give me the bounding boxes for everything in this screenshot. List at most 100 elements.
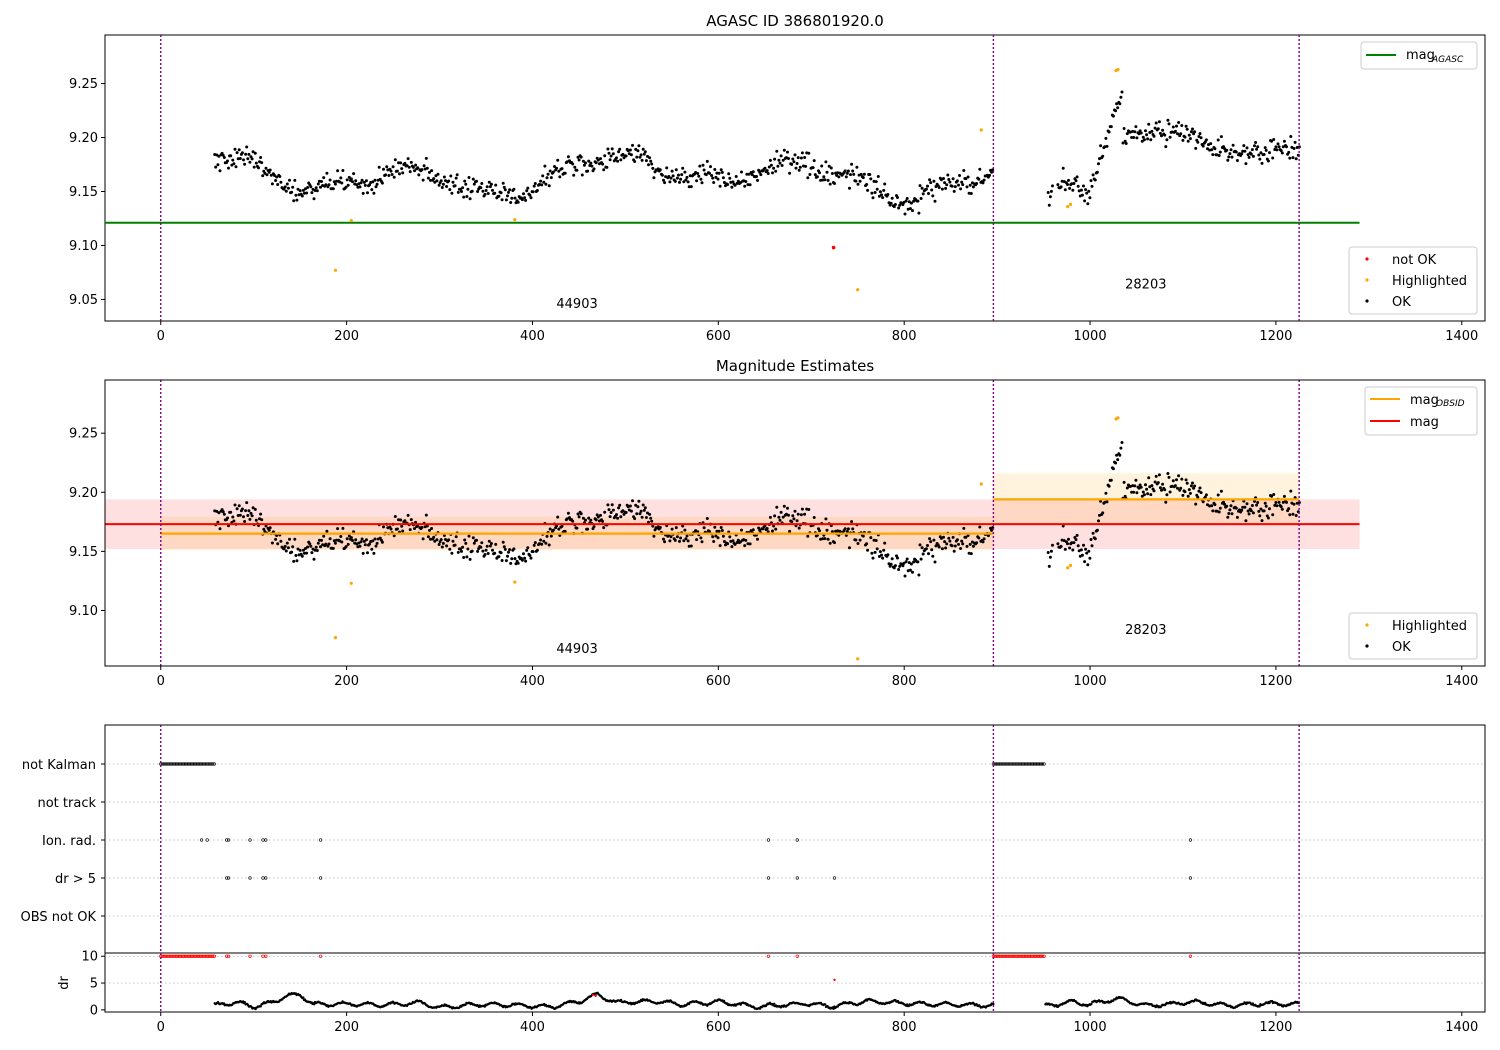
ok-point bbox=[1074, 179, 1078, 183]
ok-point bbox=[788, 529, 792, 533]
flag-marker bbox=[264, 876, 268, 880]
ok-point bbox=[823, 178, 827, 182]
ok-point bbox=[222, 512, 226, 516]
flag-marker bbox=[185, 762, 190, 766]
obsid-label: 44903 bbox=[556, 297, 597, 312]
ok-point bbox=[1173, 484, 1177, 488]
ok-point bbox=[1264, 504, 1268, 508]
ok-point bbox=[1075, 175, 1079, 179]
dr-point bbox=[992, 1002, 995, 1006]
ok-point bbox=[336, 169, 340, 173]
ok-point bbox=[799, 513, 803, 517]
ok-point bbox=[719, 526, 723, 529]
ok-point bbox=[214, 165, 218, 169]
ok-point bbox=[1046, 551, 1050, 554]
y-tick-label: 9.10 bbox=[69, 604, 98, 619]
ok-point bbox=[711, 176, 715, 180]
ok-point bbox=[1114, 461, 1118, 465]
y-tick-label: 9.25 bbox=[69, 77, 98, 92]
ok-point bbox=[1088, 556, 1092, 560]
ok-point bbox=[460, 190, 463, 193]
ok-point bbox=[1157, 120, 1161, 124]
ok-point bbox=[929, 181, 933, 185]
ok-point bbox=[680, 173, 684, 177]
ok-point bbox=[909, 201, 913, 205]
ok-point bbox=[924, 547, 928, 551]
ok-point bbox=[1082, 543, 1085, 547]
ok-point bbox=[774, 527, 778, 531]
ok-point bbox=[301, 548, 305, 552]
ok-point bbox=[709, 165, 712, 169]
x-tick-label: 1200 bbox=[1259, 329, 1292, 344]
flag-marker bbox=[1025, 762, 1030, 766]
ok-point bbox=[601, 162, 605, 166]
ok-point bbox=[260, 161, 264, 165]
ok-point bbox=[1240, 508, 1244, 512]
ok-point bbox=[539, 538, 543, 542]
ok-point bbox=[965, 185, 969, 189]
ok-point bbox=[445, 185, 449, 188]
ok-point bbox=[878, 190, 882, 194]
ok-point bbox=[1197, 489, 1201, 493]
ok-point bbox=[1168, 135, 1172, 139]
flag-marker bbox=[209, 762, 213, 766]
ok-point bbox=[721, 534, 725, 538]
ok-point bbox=[833, 541, 836, 545]
ok-point bbox=[1085, 191, 1089, 195]
ok-point bbox=[634, 503, 638, 507]
ok-point bbox=[420, 525, 424, 529]
ok-point bbox=[360, 537, 364, 541]
flag-marker bbox=[182, 762, 187, 766]
flag-red-marker bbox=[199, 954, 203, 958]
ok-point bbox=[580, 173, 584, 177]
ok-point bbox=[1156, 127, 1160, 131]
ok-point bbox=[1234, 150, 1238, 154]
ok-point bbox=[889, 201, 893, 205]
ok-point bbox=[218, 169, 222, 173]
x-tick-label: 400 bbox=[520, 674, 545, 689]
ok-point bbox=[822, 175, 826, 179]
ok-point bbox=[1142, 493, 1146, 497]
ok-point bbox=[436, 172, 440, 176]
ok-point bbox=[689, 185, 693, 189]
ok-point bbox=[607, 151, 611, 155]
ok-point bbox=[265, 173, 269, 177]
flag-marker bbox=[1040, 762, 1045, 766]
ok-point bbox=[1260, 161, 1264, 165]
ok-point bbox=[851, 527, 855, 531]
ok-point bbox=[1125, 132, 1129, 136]
flag-marker bbox=[1021, 762, 1025, 766]
ok-point bbox=[1245, 502, 1249, 506]
ok-point bbox=[414, 163, 418, 167]
ok-point bbox=[713, 168, 717, 171]
ok-point bbox=[472, 182, 476, 186]
ok-point bbox=[696, 530, 700, 534]
ok-point bbox=[644, 516, 648, 519]
ok-point bbox=[1183, 135, 1187, 139]
ok-point bbox=[590, 164, 594, 168]
ok-point bbox=[529, 196, 533, 200]
ok-point bbox=[777, 515, 781, 519]
ok-point bbox=[1115, 102, 1119, 106]
ok-point bbox=[747, 172, 751, 176]
ok-point bbox=[643, 506, 647, 510]
ok-point bbox=[952, 549, 956, 553]
flag-red-marker bbox=[209, 954, 213, 958]
ok-point bbox=[1076, 544, 1080, 548]
ok-point bbox=[768, 515, 772, 519]
ok-point bbox=[450, 551, 454, 555]
ok-point bbox=[339, 535, 343, 538]
flag-marker bbox=[200, 762, 204, 766]
ok-point bbox=[253, 151, 257, 155]
flag-marker bbox=[999, 762, 1003, 766]
ok-point bbox=[316, 182, 320, 186]
ok-point bbox=[439, 538, 443, 542]
ok-point bbox=[544, 182, 548, 186]
ok-point bbox=[778, 518, 782, 522]
ok-point bbox=[217, 511, 221, 515]
ok-point bbox=[540, 542, 544, 546]
ok-point bbox=[920, 186, 924, 190]
ok-point bbox=[362, 539, 366, 543]
dr-red-point bbox=[591, 993, 595, 996]
ok-point bbox=[658, 168, 662, 172]
